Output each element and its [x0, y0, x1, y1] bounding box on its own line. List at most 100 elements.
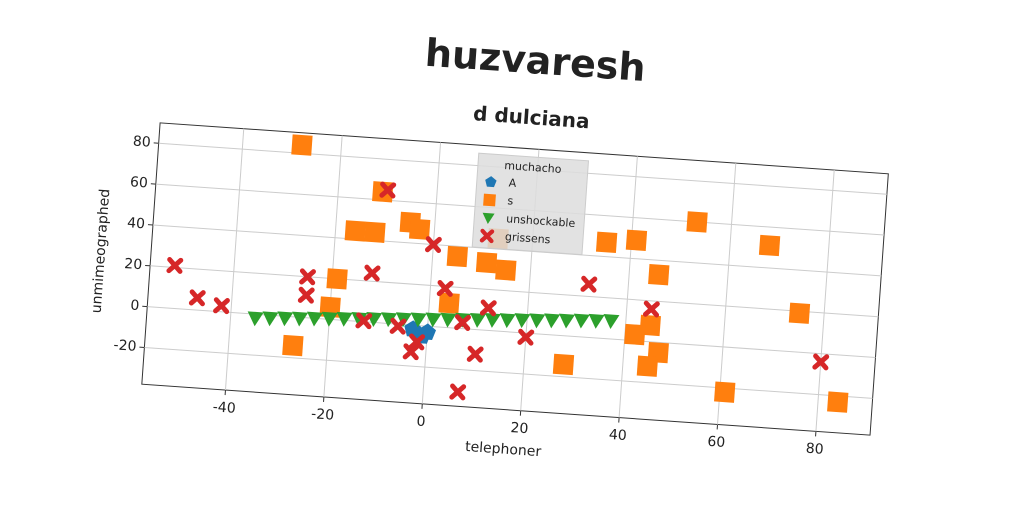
y-tick-label: 80 — [132, 133, 151, 150]
marker — [446, 245, 468, 268]
marker — [454, 314, 472, 331]
marker — [470, 312, 487, 328]
marker — [410, 312, 427, 328]
grid-line — [815, 169, 835, 432]
marker — [499, 313, 516, 329]
marker — [529, 313, 546, 329]
marker — [355, 312, 373, 330]
marker — [188, 289, 206, 307]
x-tick-label: 40 — [608, 427, 627, 444]
y-tick-label: 60 — [129, 174, 148, 191]
marker — [408, 333, 426, 351]
grid-line — [717, 163, 737, 425]
x-tick-label: -40 — [212, 399, 236, 417]
marker — [449, 383, 467, 401]
marker — [552, 353, 575, 376]
marker — [686, 211, 708, 233]
y-tick-label: -20 — [113, 337, 137, 355]
marker — [482, 212, 495, 224]
marker — [588, 313, 605, 329]
legend-title: muchacho — [504, 159, 562, 176]
marker — [595, 231, 618, 253]
x-tick-label: 0 — [416, 413, 426, 430]
rotated-figure: huzvaresh d dulciana telephoner unmimeog… — [89, 31, 889, 460]
legend-label: s — [507, 194, 514, 207]
grid-line — [421, 142, 442, 404]
marker — [479, 228, 495, 244]
marker — [514, 313, 531, 329]
marker — [425, 312, 442, 328]
y-tick-label: 40 — [127, 215, 146, 232]
legend-label: A — [508, 176, 517, 190]
marker — [642, 300, 660, 318]
marker — [379, 181, 397, 199]
x-tick-label: -20 — [311, 406, 335, 424]
marker — [166, 257, 184, 274]
marker — [297, 286, 315, 304]
marker — [788, 302, 811, 324]
legend-label: unshockable — [506, 212, 576, 230]
grid-line — [323, 135, 343, 397]
x-tick-label: 80 — [805, 441, 824, 458]
marker — [827, 391, 849, 413]
marker — [479, 299, 497, 317]
marker — [544, 313, 561, 329]
marker — [714, 381, 736, 403]
marker — [436, 280, 454, 297]
grid-line — [144, 346, 873, 399]
marker — [299, 268, 316, 286]
marker — [351, 312, 368, 327]
marker — [758, 234, 781, 257]
marker — [321, 311, 338, 327]
marker — [812, 353, 830, 371]
marker — [408, 218, 431, 240]
marker — [363, 264, 381, 282]
marker — [389, 317, 407, 335]
marker — [282, 334, 304, 357]
x-axis-label: telephoner — [465, 439, 542, 460]
grid-line — [618, 156, 638, 418]
marker — [438, 292, 460, 314]
chart-subtitle: d dulciana — [472, 101, 590, 133]
marker — [292, 311, 309, 327]
chart-title: huzvaresh — [424, 31, 647, 90]
marker — [484, 312, 501, 328]
marker — [277, 311, 294, 327]
y-tick-label: 20 — [124, 256, 143, 273]
marker — [483, 193, 496, 207]
marker — [603, 314, 620, 329]
marker — [573, 313, 590, 329]
legend-box — [471, 152, 590, 256]
marker — [475, 251, 498, 274]
x-tick-label: 60 — [707, 434, 726, 451]
marker — [364, 221, 386, 243]
marker — [648, 264, 670, 286]
grid-line — [150, 265, 879, 318]
marker — [466, 345, 484, 363]
marker — [381, 312, 398, 328]
legend-label: grissens — [505, 230, 552, 246]
y-tick-label: 0 — [130, 297, 140, 314]
x-tick-label: 20 — [510, 420, 529, 437]
marker — [636, 355, 659, 377]
marker — [344, 220, 366, 242]
marker — [440, 312, 457, 328]
marker — [424, 236, 442, 253]
marker — [485, 176, 497, 188]
marker — [624, 323, 646, 346]
marker — [213, 297, 230, 315]
marker — [291, 134, 313, 156]
marker — [306, 311, 323, 327]
marker — [336, 311, 353, 327]
marker — [402, 343, 420, 361]
marker — [495, 259, 517, 281]
grid-line — [224, 128, 245, 391]
marker — [580, 275, 598, 293]
marker — [262, 311, 279, 327]
marker — [559, 313, 575, 329]
marker — [326, 268, 348, 290]
marker — [625, 229, 648, 251]
marker — [517, 328, 535, 346]
